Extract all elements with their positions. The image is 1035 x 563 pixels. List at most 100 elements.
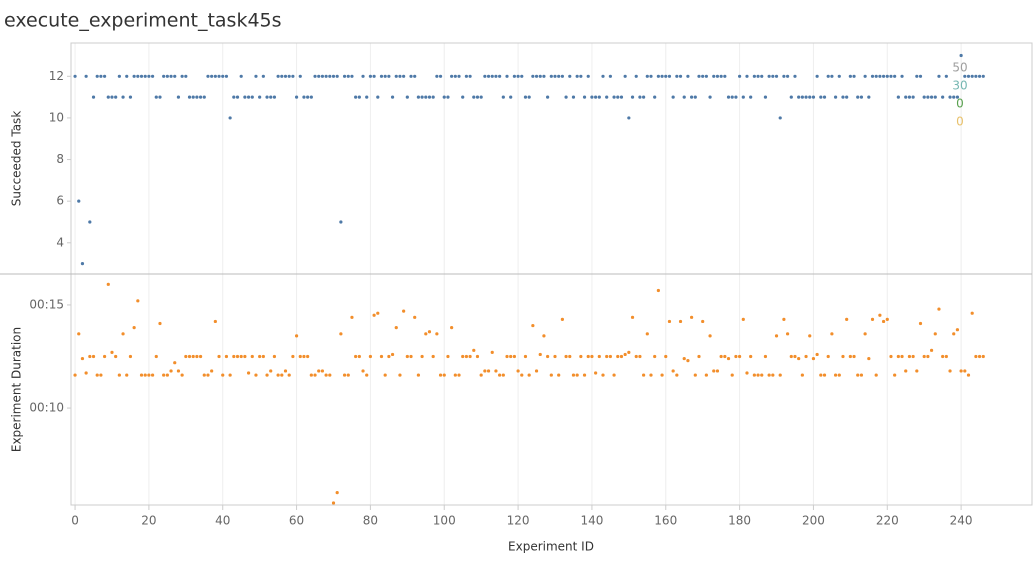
point: [586, 354, 590, 359]
point: [656, 288, 660, 293]
point: [896, 95, 900, 99]
point: [741, 317, 745, 321]
point: [845, 317, 849, 321]
point: [582, 95, 587, 99]
point: [907, 354, 912, 359]
point: [306, 95, 310, 99]
point: [870, 317, 875, 321]
point: [202, 373, 206, 377]
point: [139, 373, 144, 377]
point: [885, 74, 889, 78]
point: [542, 74, 546, 78]
point: [283, 74, 288, 78]
point: [560, 317, 564, 321]
y-tick-label: 00:10: [29, 401, 64, 415]
point: [966, 74, 971, 78]
point: [132, 74, 136, 78]
point: [125, 74, 129, 78]
point: [664, 354, 668, 359]
point: [649, 373, 653, 377]
point: [867, 356, 871, 361]
x-axis-title: Experiment ID: [508, 540, 594, 554]
point: [516, 74, 520, 78]
point: [870, 74, 875, 78]
point: [605, 354, 609, 359]
point: [254, 74, 258, 78]
point: [298, 74, 302, 78]
point: [147, 74, 151, 78]
point: [963, 369, 967, 373]
point: [793, 74, 797, 78]
point: [808, 95, 812, 99]
point: [235, 95, 240, 99]
point: [952, 95, 956, 99]
point: [184, 74, 188, 78]
point: [320, 74, 325, 78]
point: [328, 74, 332, 78]
point: [446, 95, 450, 99]
point: [206, 74, 210, 78]
point: [379, 74, 384, 78]
point: [671, 369, 675, 373]
point: [955, 95, 960, 99]
point: [368, 74, 373, 78]
point: [88, 354, 92, 359]
point: [597, 95, 601, 99]
point: [350, 74, 354, 78]
point: [479, 95, 483, 99]
point: [819, 373, 823, 377]
point: [84, 371, 88, 375]
point: [461, 95, 465, 99]
point: [390, 95, 395, 99]
point: [959, 53, 963, 58]
point: [195, 354, 199, 359]
point: [534, 74, 539, 78]
point: [822, 95, 827, 99]
point: [811, 356, 816, 361]
point: [571, 95, 576, 99]
point: [667, 319, 672, 324]
point: [756, 74, 760, 78]
point: [568, 74, 572, 78]
point: [475, 354, 480, 359]
x-tick-label: 140: [580, 514, 603, 528]
point: [889, 354, 893, 359]
point: [564, 95, 568, 99]
point: [102, 354, 107, 359]
point: [147, 373, 151, 377]
point: [494, 74, 498, 78]
point: [398, 373, 402, 377]
point: [881, 319, 886, 324]
point: [745, 74, 749, 78]
point: [789, 95, 793, 99]
point: [128, 354, 133, 359]
point: [863, 74, 867, 78]
point: [405, 95, 409, 99]
point: [833, 95, 838, 99]
point: [431, 95, 435, 99]
point: [933, 332, 937, 336]
point: [365, 95, 369, 99]
point: [690, 95, 694, 99]
point: [136, 299, 140, 303]
point: [963, 74, 967, 78]
point: [232, 354, 236, 359]
point: [675, 74, 679, 78]
point: [136, 74, 140, 78]
point: [667, 74, 672, 78]
point: [594, 371, 598, 375]
point: [365, 373, 369, 377]
point: [815, 74, 819, 78]
point: [416, 373, 421, 377]
point: [512, 354, 516, 359]
point: [431, 354, 435, 359]
point: [889, 74, 893, 78]
point: [239, 74, 243, 78]
x-tick-label: 220: [876, 514, 899, 528]
point: [102, 74, 107, 78]
point: [158, 321, 162, 326]
point: [767, 373, 771, 377]
point: [557, 373, 561, 377]
point: [745, 371, 749, 375]
annotation: 0: [956, 115, 964, 129]
